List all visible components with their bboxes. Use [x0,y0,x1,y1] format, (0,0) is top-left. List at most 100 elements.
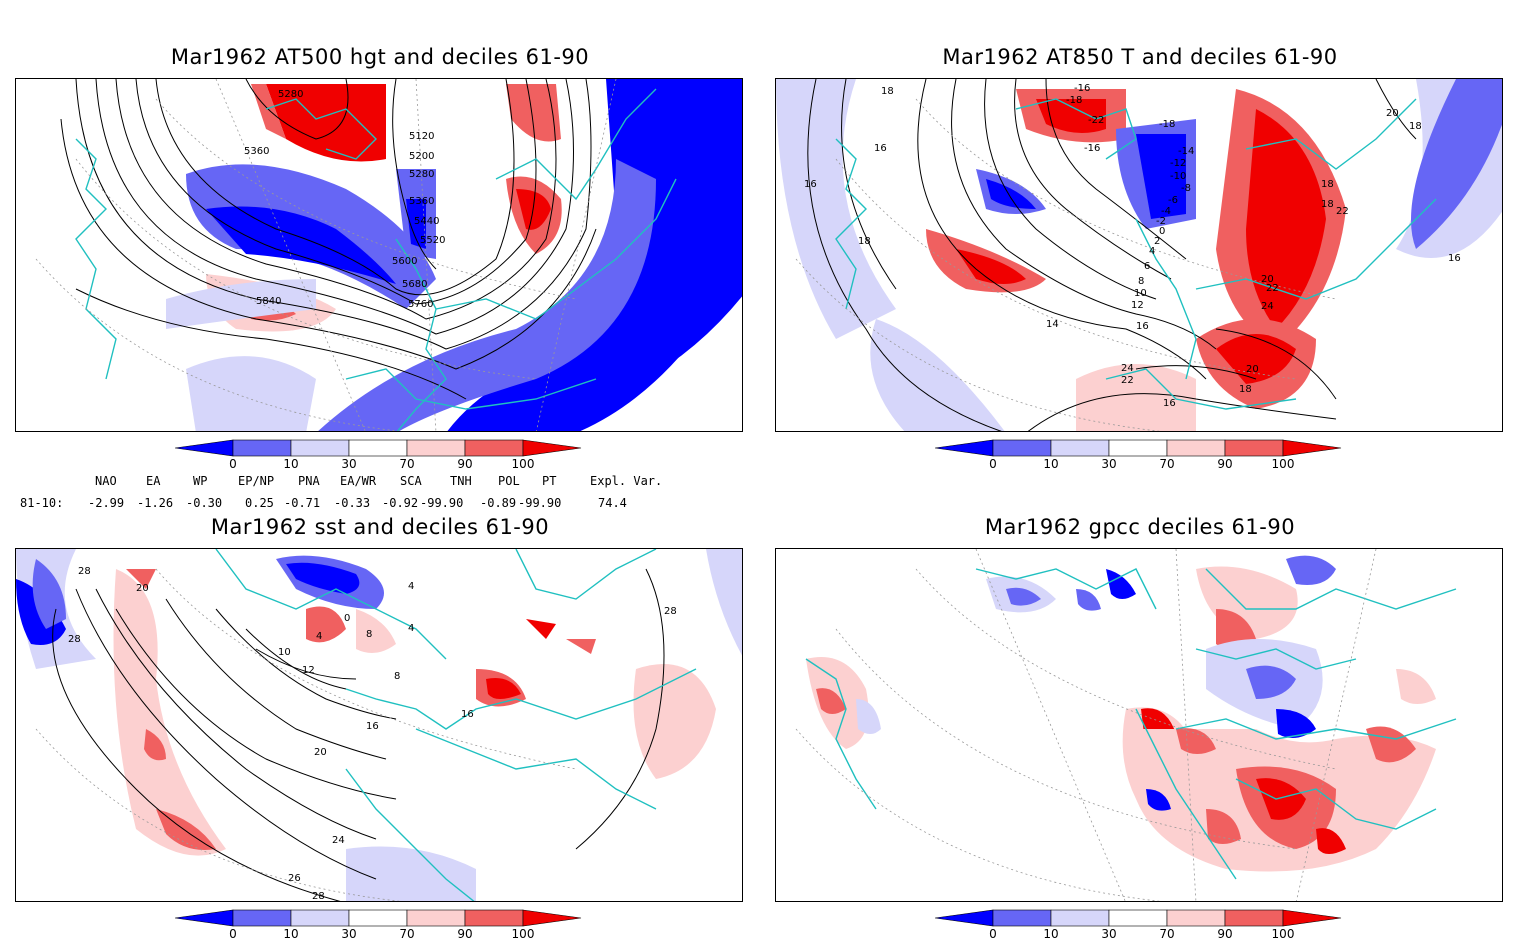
contour-label: 24 [332,835,345,846]
map-panel-gpcc [775,548,1503,902]
contour-label: 28 [312,891,325,902]
contour-label: 6 [1144,261,1150,272]
colorbar-segment [935,439,994,457]
contour-label: 20 [136,583,149,594]
colorbar-segment [464,439,524,457]
colorbar-tick-label: 10 [1043,457,1058,471]
hgt-contour-labels: 5280 5120 5200 5280 5360 5360 5440 5520 … [244,89,445,310]
contour-label: 8 [394,671,400,682]
contour-label: -16 [1074,83,1090,94]
contour-label: 16 [461,709,474,720]
colorbar-tick-label: 100 [512,927,535,941]
contour-label: 5200 [409,151,434,162]
contour-label: -6 [1168,195,1178,206]
colorbar-segment [406,439,466,457]
contour-label: 4 [408,581,414,592]
colorbar-tick-label: 90 [1217,927,1232,941]
colorbar-segment [1050,909,1110,927]
colorbar-tick-label: 90 [457,927,472,941]
colorbar-segment [175,439,234,457]
contour-label: 16 [874,143,887,154]
index-header: WP [193,474,208,488]
colorbar-segment [348,909,408,927]
colorbar-segment [1108,909,1168,927]
contour-label: 5280 [278,89,303,100]
colorbar-sst: 0 10 30 70 90 100 [175,909,582,941]
contour-label: 16 [804,179,817,190]
colorbar-tick-label: 30 [1101,457,1116,471]
colorbar-tick-label: 0 [229,457,237,471]
colorbar-segment [406,909,466,927]
colorbar-segment [1108,439,1168,457]
colorbar-segment [290,909,350,927]
colorbar-tick-label: 10 [283,457,298,471]
index-value: 74.4 [598,496,627,510]
index-value: -99.90 [518,496,562,510]
contour-label: 5600 [392,256,417,267]
colorbar-segment [232,909,292,927]
contour-label: 20 [1386,108,1399,119]
contour-label: 22 [1266,283,1279,294]
contour-label: -12 [1170,158,1186,169]
contour-label: 26 [288,873,301,884]
contour-label: 18 [858,236,871,247]
contour-label: 16 [366,721,379,732]
colorbar-tick-label: 70 [399,457,414,471]
contour-label: -8 [1181,183,1191,194]
contour-label: 5680 [402,279,427,290]
index-header: POL [498,474,520,488]
colorbar-tick-label: 100 [1272,457,1295,471]
index-value: -2.99 [88,496,125,510]
contour-label: 16 [1136,321,1149,332]
map-panel-hgt500: 5280 5120 5200 5280 5360 5360 5440 5520 … [15,78,743,432]
colorbar-tick-label: 0 [229,927,237,941]
map-hgt500: 5280 5120 5200 5280 5360 5360 5440 5520 … [35,79,742,431]
colorbar-segment [1166,909,1226,927]
colorbar-tick-label: 90 [1217,457,1232,471]
map-panel-t850: -16 -18 -22 -18 -16 -14 -12 -10 -8 -6 -4… [775,78,1503,432]
contour-label: 20 [1261,274,1274,285]
contour-label: -18 [1066,95,1082,106]
colorbar-tick-label: 100 [1272,927,1295,941]
map-gpcc [795,549,1457,901]
index-value: -0.33 [334,496,371,510]
colorbar-segment [175,909,234,927]
colorbar-segment [464,909,524,927]
colorbar-gpcc: 0 10 30 70 90 100 [935,909,1342,941]
panel2-title: Mar1962 AT850 T and deciles 61-90 [942,45,1338,69]
panel3-title: Mar1962 sst and deciles 61-90 [210,515,550,539]
contour-label: 5440 [414,216,439,227]
contour-label: 22 [1121,375,1134,386]
index-value: 0.25 [245,496,274,510]
contour-label: 5280 [409,169,434,180]
contour-label: 18 [1239,384,1252,395]
colorbar-segment [1050,439,1110,457]
colorbar-tick-label: 70 [399,927,414,941]
index-header: PNA [298,474,320,488]
colorbar-segment [522,439,582,457]
index-header: Expl. Var. [590,474,663,488]
contour-label: 5360 [244,146,269,157]
colorbar-tick-label: 10 [283,927,298,941]
colorbar-tick-label: 30 [341,457,356,471]
panel1-title: Mar1962 AT500 hgt and deciles 61-90 [170,45,590,69]
index-header: PT [542,474,557,488]
contour-label: 8 [366,629,372,640]
contour-label: 0 [1159,226,1165,237]
contour-label: 12 [302,665,315,676]
index-header: SCA [400,474,422,488]
contour-label: 2 [1154,236,1160,247]
contour-label: 5120 [409,131,434,142]
sst-contour-labels: 28 20 28 10 12 4 0 8 4 16 16 20 24 26 28… [68,566,677,902]
contour-label: 28 [68,634,81,645]
contour-label: 20 [314,747,327,758]
map-sst: 28 20 28 10 12 4 0 8 4 16 16 20 24 26 28… [16,549,742,902]
contour-label: 8 [1138,276,1144,287]
contour-label: 4 [1149,246,1155,257]
contour-label: 12 [1131,300,1144,311]
contour-label: 24 [1121,363,1134,374]
contour-label: 28 [78,566,91,577]
index-value: -0.30 [186,496,223,510]
index-header: NAO [95,474,117,488]
colorbar-tick-label: 70 [1159,457,1174,471]
